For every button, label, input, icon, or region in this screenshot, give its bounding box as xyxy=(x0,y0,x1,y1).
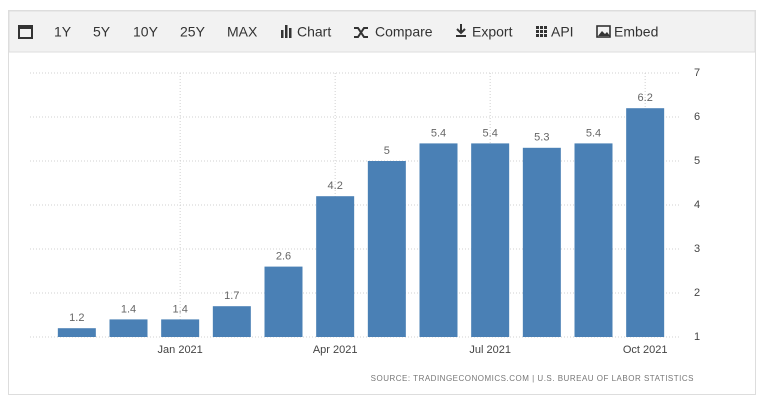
bar xyxy=(626,108,665,337)
toolbar-button[interactable]: Export xyxy=(472,24,513,40)
bar xyxy=(57,328,96,337)
y-tick-label: 5 xyxy=(694,155,700,167)
bar xyxy=(316,196,355,337)
toolbar-button[interactable]: 10Y xyxy=(133,24,159,40)
bar xyxy=(212,306,251,337)
bar xyxy=(471,143,510,337)
toolbar-button[interactable]: Embed xyxy=(614,24,658,40)
y-tick-label: 6 xyxy=(694,111,700,123)
value-label: 1.4 xyxy=(121,303,136,315)
y-tick-label: 1 xyxy=(694,331,700,343)
toolbar-button[interactable]: MAX xyxy=(227,24,258,40)
bar xyxy=(264,266,303,337)
toolbar-button[interactable]: 5Y xyxy=(93,24,111,40)
value-label: 1.2 xyxy=(69,312,84,324)
toolbar-button[interactable]: 1Y xyxy=(54,24,72,40)
value-label: 6.2 xyxy=(638,92,653,104)
bar xyxy=(367,161,406,337)
value-label: 1.4 xyxy=(173,303,188,315)
bar xyxy=(522,147,561,337)
x-tick-label: Oct 2021 xyxy=(623,344,668,356)
value-label: 5.4 xyxy=(586,127,601,139)
x-tick-label: Apr 2021 xyxy=(313,344,358,356)
value-label: 1.7 xyxy=(224,290,239,302)
bar xyxy=(161,319,200,337)
x-tick-label: Jan 2021 xyxy=(158,344,203,356)
value-label: 5.4 xyxy=(483,127,498,139)
toolbar-button[interactable]: API xyxy=(551,24,574,40)
bar xyxy=(574,143,613,337)
source-note: SOURCE: TRADINGECONOMICS.COM | U.S. BURE… xyxy=(371,374,694,383)
toolbar xyxy=(8,10,756,53)
y-tick-label: 7 xyxy=(694,67,700,79)
y-tick-label: 2 xyxy=(694,287,700,299)
y-tick-label: 3 xyxy=(694,243,700,255)
value-label: 2.6 xyxy=(276,251,291,263)
toolbar-icons xyxy=(18,24,611,39)
toolbar-button[interactable]: 25Y xyxy=(180,24,206,40)
y-tick-label: 4 xyxy=(694,199,700,211)
toolbar-button[interactable]: Chart xyxy=(297,24,331,40)
value-label: 5.4 xyxy=(431,127,446,139)
toolbar-button[interactable]: Compare xyxy=(375,24,433,40)
value-label: 5 xyxy=(384,145,390,157)
bar xyxy=(109,319,148,337)
value-label: 5.3 xyxy=(534,132,549,144)
bar xyxy=(419,143,458,337)
value-label: 4.2 xyxy=(328,180,343,192)
x-tick-label: Jul 2021 xyxy=(469,344,511,356)
